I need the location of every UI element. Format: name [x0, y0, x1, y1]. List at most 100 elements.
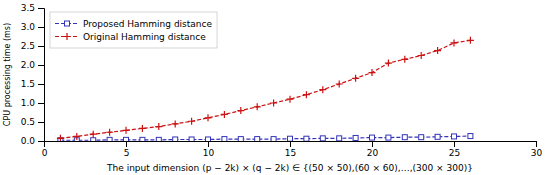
- tick-label: 1.0: [21, 98, 36, 108]
- legend-marker: [65, 21, 70, 26]
- tick: 25: [449, 141, 460, 158]
- point: [255, 137, 260, 141]
- tick-label: 10: [203, 148, 215, 158]
- tick: 20: [367, 141, 379, 158]
- point: [91, 138, 96, 141]
- point: [155, 123, 162, 130]
- point: [173, 137, 178, 141]
- tick: 1.5: [21, 79, 44, 89]
- point: [467, 37, 474, 44]
- point: [206, 137, 211, 141]
- tick: 3.0: [21, 22, 44, 32]
- tick-mark: [454, 141, 455, 147]
- tick-label: 2.0: [21, 60, 36, 70]
- point: [124, 137, 129, 141]
- x-axis-title: The input dimension (p − 2k) × (q − 2k) …: [106, 163, 473, 173]
- tick: 2.0: [21, 60, 44, 70]
- tick-mark: [208, 141, 209, 147]
- point: [319, 86, 326, 93]
- tick-label: 0.5: [21, 117, 35, 127]
- point: [106, 129, 113, 136]
- tick-label: 25: [449, 148, 460, 158]
- tick-label: 3.5: [21, 3, 35, 13]
- legend-item: Proposed Hamming distance: [55, 19, 212, 29]
- tick: 0.0: [21, 136, 44, 146]
- point: [385, 60, 392, 67]
- tick-mark: [290, 141, 291, 147]
- tick: 0: [42, 141, 48, 158]
- series-line: [60, 40, 470, 138]
- tick-mark: [38, 46, 44, 47]
- point: [271, 137, 276, 141]
- point: [107, 137, 112, 141]
- tick: 1.0: [21, 98, 44, 108]
- axis-line: [38, 9, 45, 142]
- point: [304, 136, 309, 141]
- point: [452, 134, 457, 139]
- tick: 30: [531, 141, 543, 158]
- tick-label: 30: [531, 148, 543, 158]
- tick-mark: [372, 141, 373, 147]
- point: [352, 75, 359, 82]
- point: [189, 137, 194, 141]
- marks: [57, 37, 474, 141]
- point: [288, 136, 293, 141]
- point: [401, 56, 408, 63]
- point: [156, 137, 161, 141]
- tick-mark: [38, 141, 44, 142]
- legend-marker: [64, 33, 71, 40]
- tick: 15: [285, 141, 296, 158]
- point: [139, 125, 146, 132]
- tick-label: 3.0: [21, 22, 36, 32]
- tick-mark: [38, 84, 44, 85]
- tick-mark: [38, 8, 44, 9]
- chart: 0 5 10 15 20 25 30 0.0 0.5 1.0 1.5 2.0 2.5 3.0 3.5 Prop…: [0, 0, 548, 175]
- point: [172, 120, 179, 127]
- tick-label: 2.5: [21, 41, 35, 51]
- point: [369, 69, 376, 76]
- point: [435, 134, 440, 139]
- x-axis: 0 5 10 15 20 25 30: [42, 141, 543, 158]
- series-markers: [57, 37, 474, 141]
- tick: 2.5: [21, 41, 44, 51]
- point: [386, 135, 391, 140]
- tick-mark: [38, 122, 44, 123]
- point: [237, 107, 244, 114]
- point: [270, 100, 277, 107]
- point: [140, 137, 145, 141]
- point: [123, 127, 130, 134]
- point: [254, 103, 261, 110]
- point: [320, 136, 325, 141]
- tick-label: 15: [285, 148, 296, 158]
- legend-item: Original Hamming distance: [55, 32, 206, 42]
- series-line: [60, 136, 470, 140]
- point: [402, 135, 407, 140]
- point: [238, 137, 243, 141]
- series-markers: [58, 134, 473, 141]
- legend-label: Original Hamming distance: [83, 32, 206, 42]
- tick-mark: [38, 103, 44, 104]
- point: [73, 133, 80, 140]
- tick-mark: [536, 141, 537, 147]
- tick-mark: [38, 65, 44, 66]
- y-axis-title: CPU processing time (ms): [3, 23, 12, 126]
- point: [419, 135, 424, 140]
- point: [434, 47, 441, 54]
- tick-label: 5: [124, 148, 130, 158]
- point: [57, 135, 64, 141]
- tick: 3.5: [21, 3, 44, 13]
- point: [287, 96, 294, 103]
- y-axis: 0.0 0.5 1.0 1.5 2.0 2.5 3.0 3.5: [21, 3, 45, 146]
- point: [205, 114, 212, 121]
- point: [188, 118, 195, 125]
- plot: 0 5 10 15 20 25 30 0.0 0.5 1.0 1.5 2.0 2.5 3.0 3.5 Prop…: [21, 3, 543, 158]
- axis-line: [45, 142, 537, 148]
- legend: Proposed Hamming distance Original Hammin…: [50, 12, 217, 48]
- tick-label: 0: [42, 148, 48, 158]
- point: [337, 136, 342, 141]
- point: [336, 81, 343, 88]
- point: [451, 39, 458, 46]
- tick-label: 1.5: [21, 79, 35, 89]
- point: [468, 134, 473, 139]
- tick: 5: [124, 141, 130, 158]
